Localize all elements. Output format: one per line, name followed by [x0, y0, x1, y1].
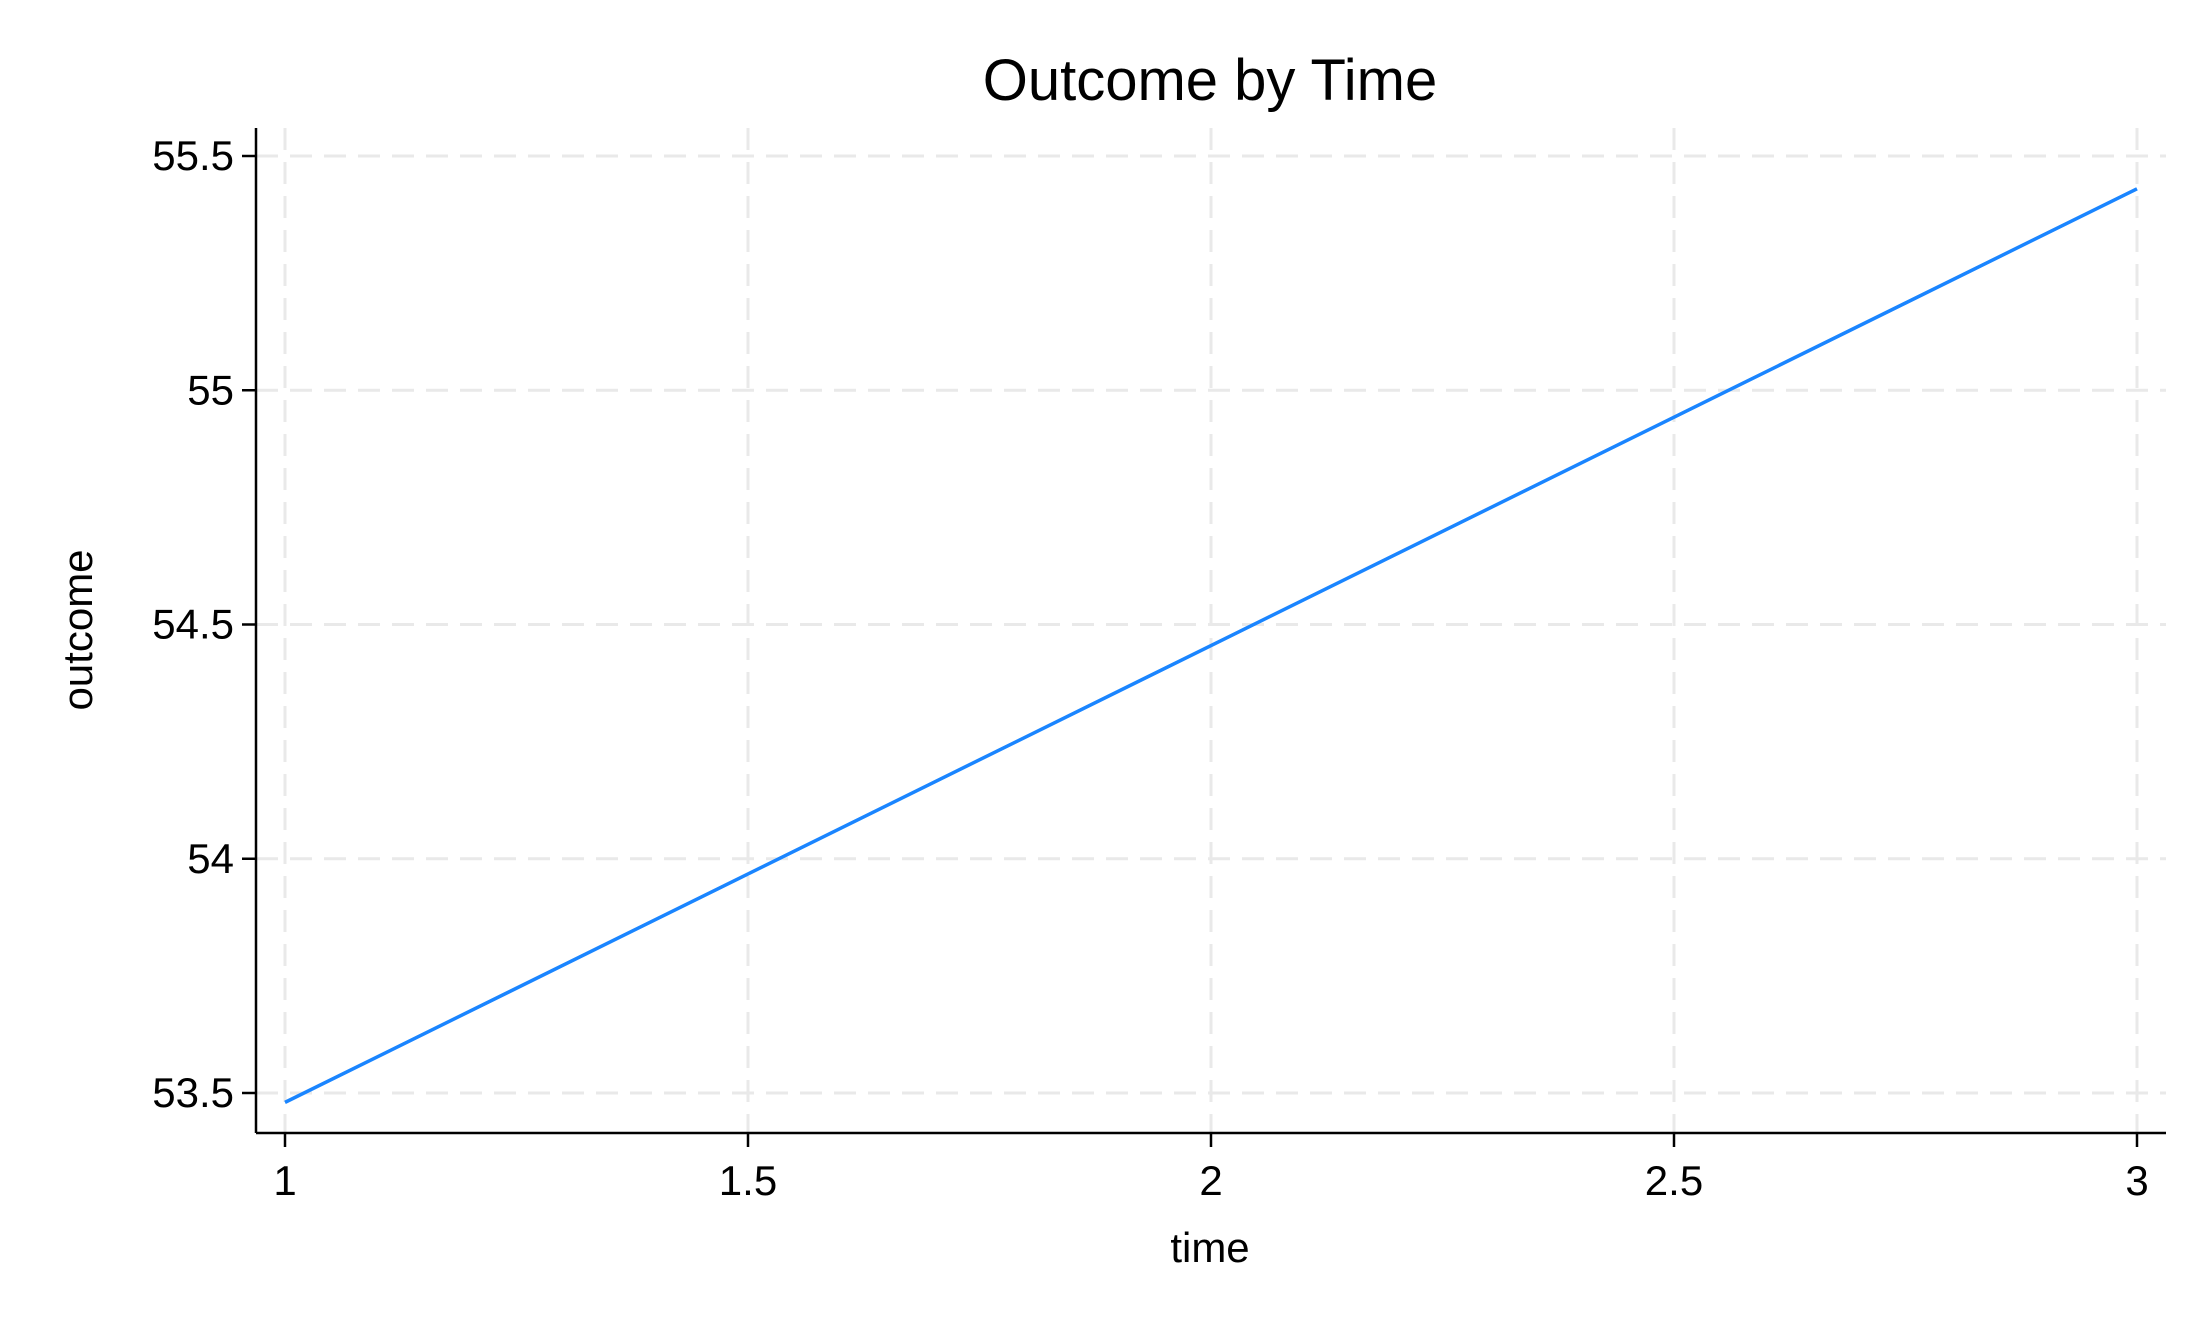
x-tick-label: 1.5 [719, 1157, 777, 1204]
grid [256, 128, 2166, 1133]
x-tick-label: 2 [1199, 1157, 1222, 1204]
x-axis-label: time [1170, 1224, 1249, 1271]
y-axis-ticks: 53.5 54 54.5 55 55.5 [152, 132, 256, 1116]
x-tick-label: 1 [273, 1157, 296, 1204]
y-tick-label: 53.5 [152, 1069, 234, 1116]
x-tick-label: 2.5 [1645, 1157, 1703, 1204]
y-tick-label: 55.5 [152, 132, 234, 179]
y-tick-label: 54.5 [152, 601, 234, 648]
y-tick-label: 54 [187, 835, 234, 882]
y-tick-label: 55 [187, 366, 234, 413]
x-axis-ticks: 1 1.5 2 2.5 3 [273, 1133, 2149, 1204]
series-line [284, 187, 2138, 1104]
series [284, 187, 2138, 1104]
chart-title: Outcome by Time [983, 48, 1437, 113]
y-axis-label: outcome [54, 549, 101, 710]
x-tick-label: 3 [2125, 1157, 2148, 1204]
